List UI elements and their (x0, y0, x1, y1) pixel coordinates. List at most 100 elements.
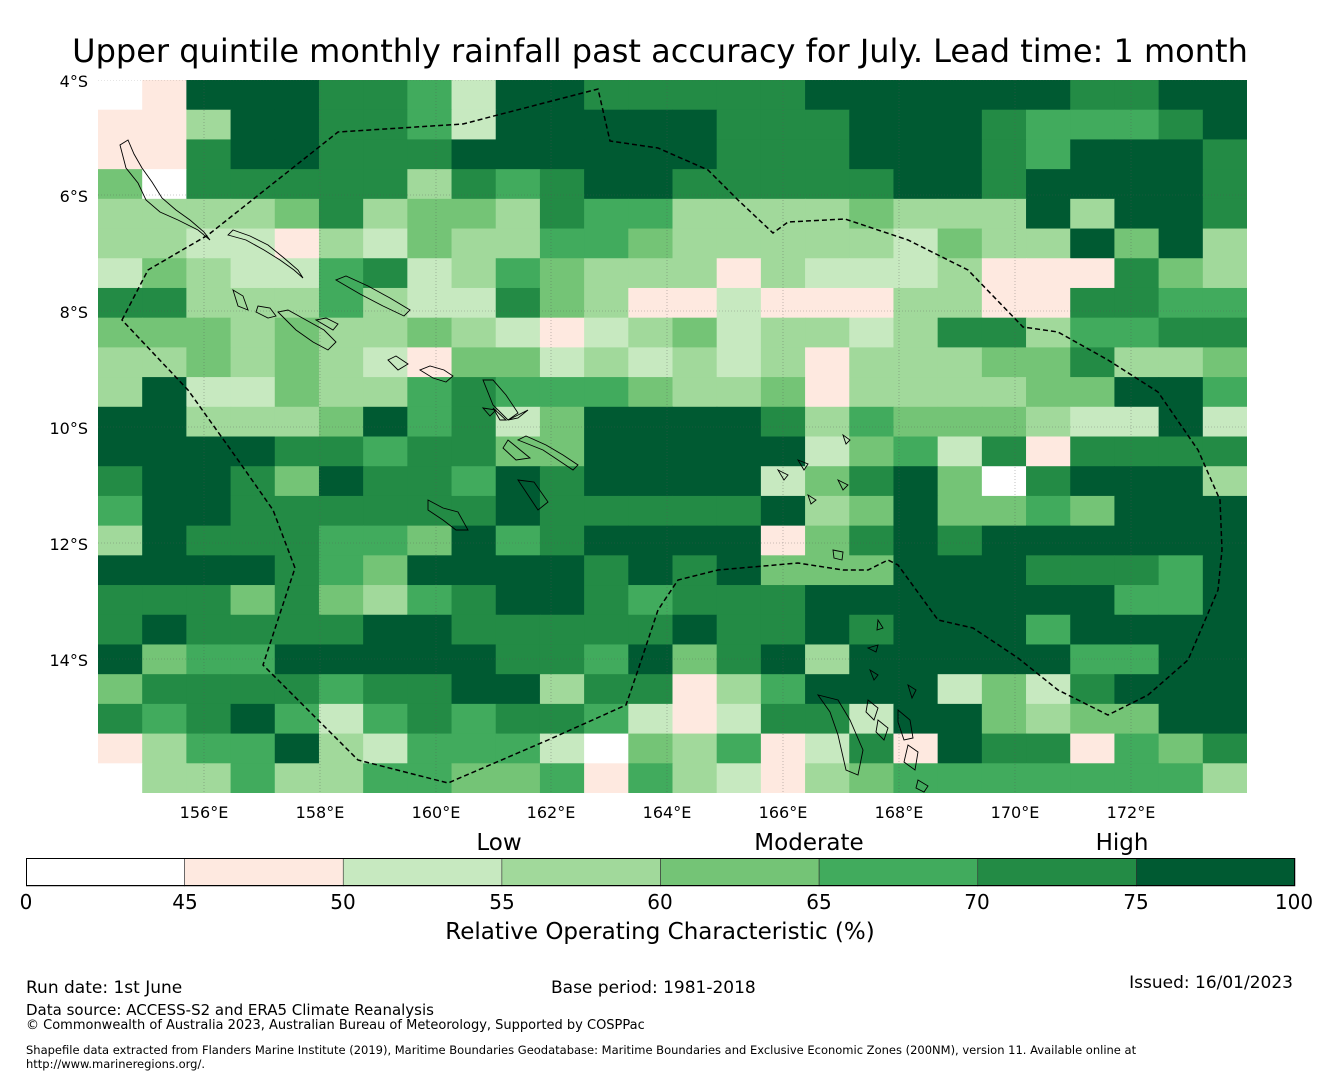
grid-cell (584, 317, 629, 348)
grid-cell (1202, 495, 1247, 527)
grid-cell (142, 763, 187, 793)
grid-cell (98, 139, 143, 170)
grid-cell (1114, 585, 1160, 616)
grid-cell (230, 139, 276, 170)
grid-cell (1026, 406, 1071, 438)
grid-cell (98, 644, 143, 675)
grid-cell (981, 614, 1027, 646)
grid-cell (1114, 198, 1160, 230)
grid-cell (1070, 228, 1116, 259)
grid-cell (1026, 495, 1071, 527)
grid-cell (584, 495, 629, 527)
grid-cell (672, 585, 718, 616)
grid-cell (1114, 644, 1160, 675)
grid-cell (937, 703, 983, 735)
grid-cell (407, 377, 453, 408)
grid-cell (981, 198, 1027, 230)
grid-cell (1026, 287, 1071, 319)
grid-cell (363, 614, 408, 646)
grid-cell (407, 466, 453, 497)
grid-cell (672, 317, 718, 348)
grid-cell (937, 763, 983, 793)
grid-cell (937, 258, 983, 289)
grid-cell (937, 406, 983, 438)
grid-cell (1202, 644, 1247, 675)
grid-cell (230, 347, 276, 378)
grid-cell (539, 198, 585, 230)
grid-cell (142, 317, 187, 348)
grid-cell (451, 703, 497, 735)
grid-cell (98, 585, 143, 616)
grid-cell (716, 614, 762, 646)
grid-cell (893, 436, 939, 467)
grid-cell (1070, 109, 1116, 141)
grid-cell (1114, 80, 1160, 111)
grid-cell (318, 466, 364, 497)
grid-cell (981, 109, 1027, 141)
grid-cell (893, 287, 939, 319)
grid-cell (539, 139, 585, 170)
grid-cell (716, 198, 762, 230)
grid-cell (672, 109, 718, 141)
grid-cell (230, 169, 276, 200)
grid-cell (584, 555, 629, 586)
grid-cell (584, 287, 629, 319)
grid-cell (937, 109, 983, 141)
grid-cell (1026, 317, 1071, 348)
grid-cell (937, 733, 983, 764)
grid-cell (672, 198, 718, 230)
grid-cell (274, 614, 320, 646)
grid-cell (318, 703, 364, 735)
grid-cell (672, 258, 718, 289)
grid-cell (539, 317, 585, 348)
grid-cell (186, 614, 232, 646)
grid-cell (407, 674, 453, 705)
grid-cell (98, 674, 143, 705)
grid-cell (716, 406, 762, 438)
grid-cell (1114, 436, 1160, 467)
grid-cell (318, 317, 364, 348)
grid-cell (274, 703, 320, 735)
grid-cell (893, 733, 939, 764)
category-moderate: Moderate (754, 830, 864, 856)
grid-cell (805, 614, 850, 646)
grid-cell (672, 228, 718, 259)
grid-cell (274, 80, 320, 111)
grid-cell (230, 80, 276, 111)
grid-cell (849, 495, 895, 527)
grid-cell (230, 674, 276, 705)
grid-cell (495, 109, 541, 141)
grid-cell (584, 377, 629, 408)
grid-cell (849, 466, 895, 497)
lat-label-4s: 4°S (59, 72, 88, 91)
grid-cell (1114, 614, 1160, 646)
grid-cell (849, 287, 895, 319)
grid-cell (98, 495, 143, 527)
grid-cell (539, 555, 585, 586)
grid-cells (98, 80, 1247, 793)
grid-cell (805, 317, 850, 348)
grid-cell (1158, 139, 1204, 170)
lon-label-166e: 166°E (758, 803, 808, 822)
grid-cell (363, 258, 408, 289)
grid-cell (937, 169, 983, 200)
grid-cell (451, 139, 497, 170)
grid-cell (186, 703, 232, 735)
grid-cell (893, 406, 939, 438)
grid-cell (274, 763, 320, 793)
grid-cell (186, 644, 232, 675)
grid-cell (274, 644, 320, 675)
grid-cell (937, 585, 983, 616)
grid-cell (318, 169, 364, 200)
grid-cell (1026, 436, 1071, 467)
grid-cell (142, 406, 187, 438)
grid-cell (274, 287, 320, 319)
grid-cell (716, 466, 762, 497)
grid-cell (716, 763, 762, 793)
grid-cell (937, 228, 983, 259)
colorbar-tick-45: 45 (172, 890, 198, 914)
grid-cell (142, 139, 187, 170)
grid-cell (274, 495, 320, 527)
grid-cell (142, 287, 187, 319)
grid-cell (1158, 644, 1204, 675)
